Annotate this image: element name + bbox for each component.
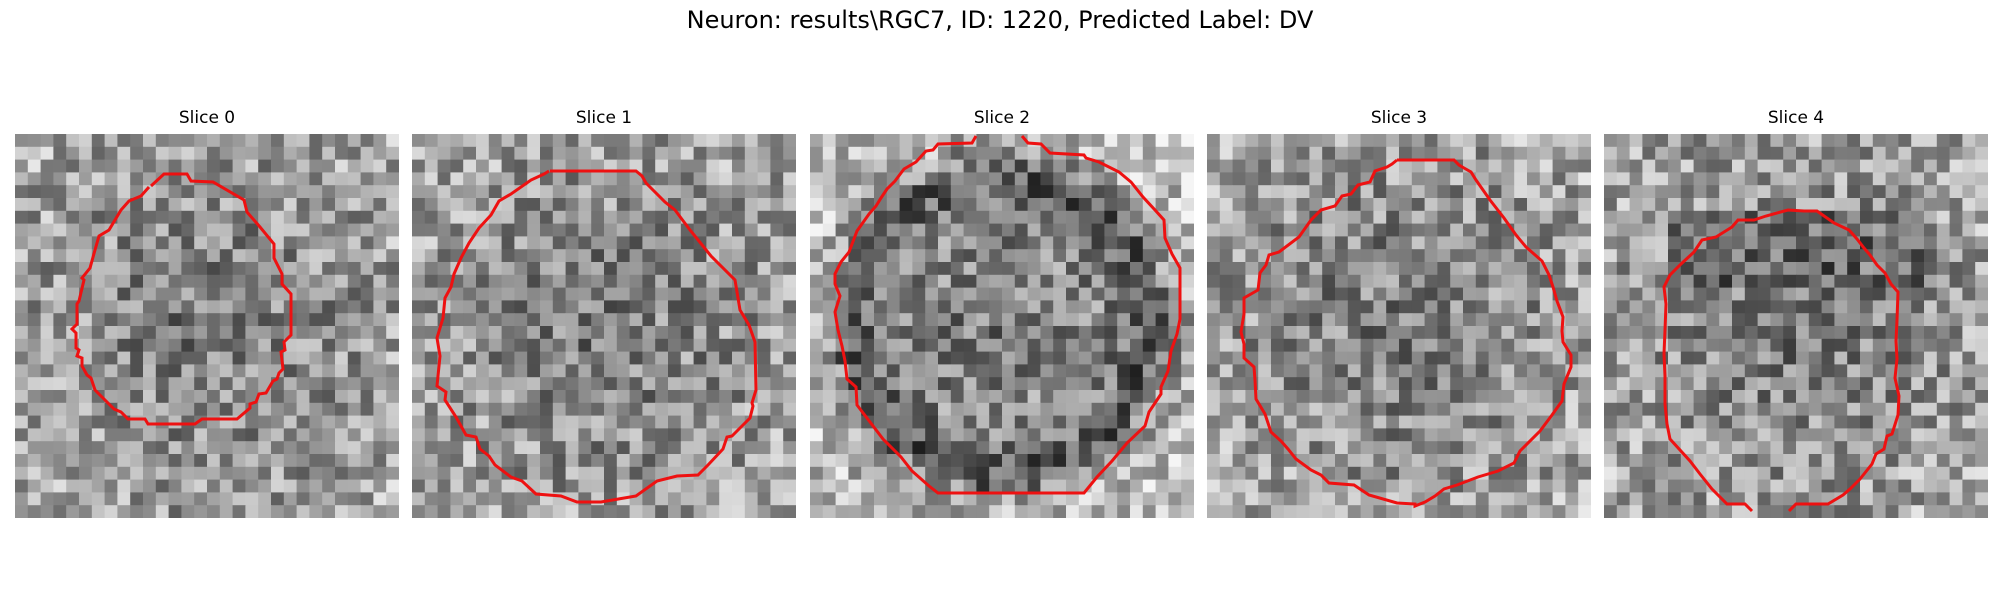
slice-title: Slice 1 xyxy=(575,108,633,128)
cell-contour xyxy=(69,172,293,426)
slice-title: Slice 3 xyxy=(1370,108,1428,128)
slice-panel-1: Slice 1 xyxy=(412,108,796,524)
slice-image-4 xyxy=(1604,134,1988,518)
slice-title: Slice 2 xyxy=(973,108,1031,128)
cell-contour xyxy=(1662,208,1901,513)
cell-contour xyxy=(1239,158,1573,509)
figure-title: Neuron: results\RGC7, ID: 1220, Predicte… xyxy=(686,6,1314,34)
slice-image-0 xyxy=(15,134,399,518)
slice-image-1 xyxy=(412,134,796,518)
slice-title: Slice 4 xyxy=(1767,108,1825,128)
cell-contour xyxy=(435,169,758,504)
grayscale-pixels xyxy=(1207,134,1591,518)
slice-panel-4: Slice 4 xyxy=(1604,108,1988,524)
slice-image-3 xyxy=(1207,134,1591,518)
cell-contour xyxy=(833,135,1182,495)
slice-panel-0: Slice 0 xyxy=(15,108,399,524)
grayscale-pixels xyxy=(412,134,796,518)
grayscale-pixels xyxy=(1604,134,1988,518)
grayscale-pixels xyxy=(15,134,399,518)
slice-image-2 xyxy=(810,134,1194,518)
slice-panel-3: Slice 3 xyxy=(1207,108,1591,524)
grayscale-pixels xyxy=(810,134,1194,518)
slice-panel-2: Slice 2 xyxy=(810,108,1194,524)
slice-title: Slice 0 xyxy=(178,108,236,128)
